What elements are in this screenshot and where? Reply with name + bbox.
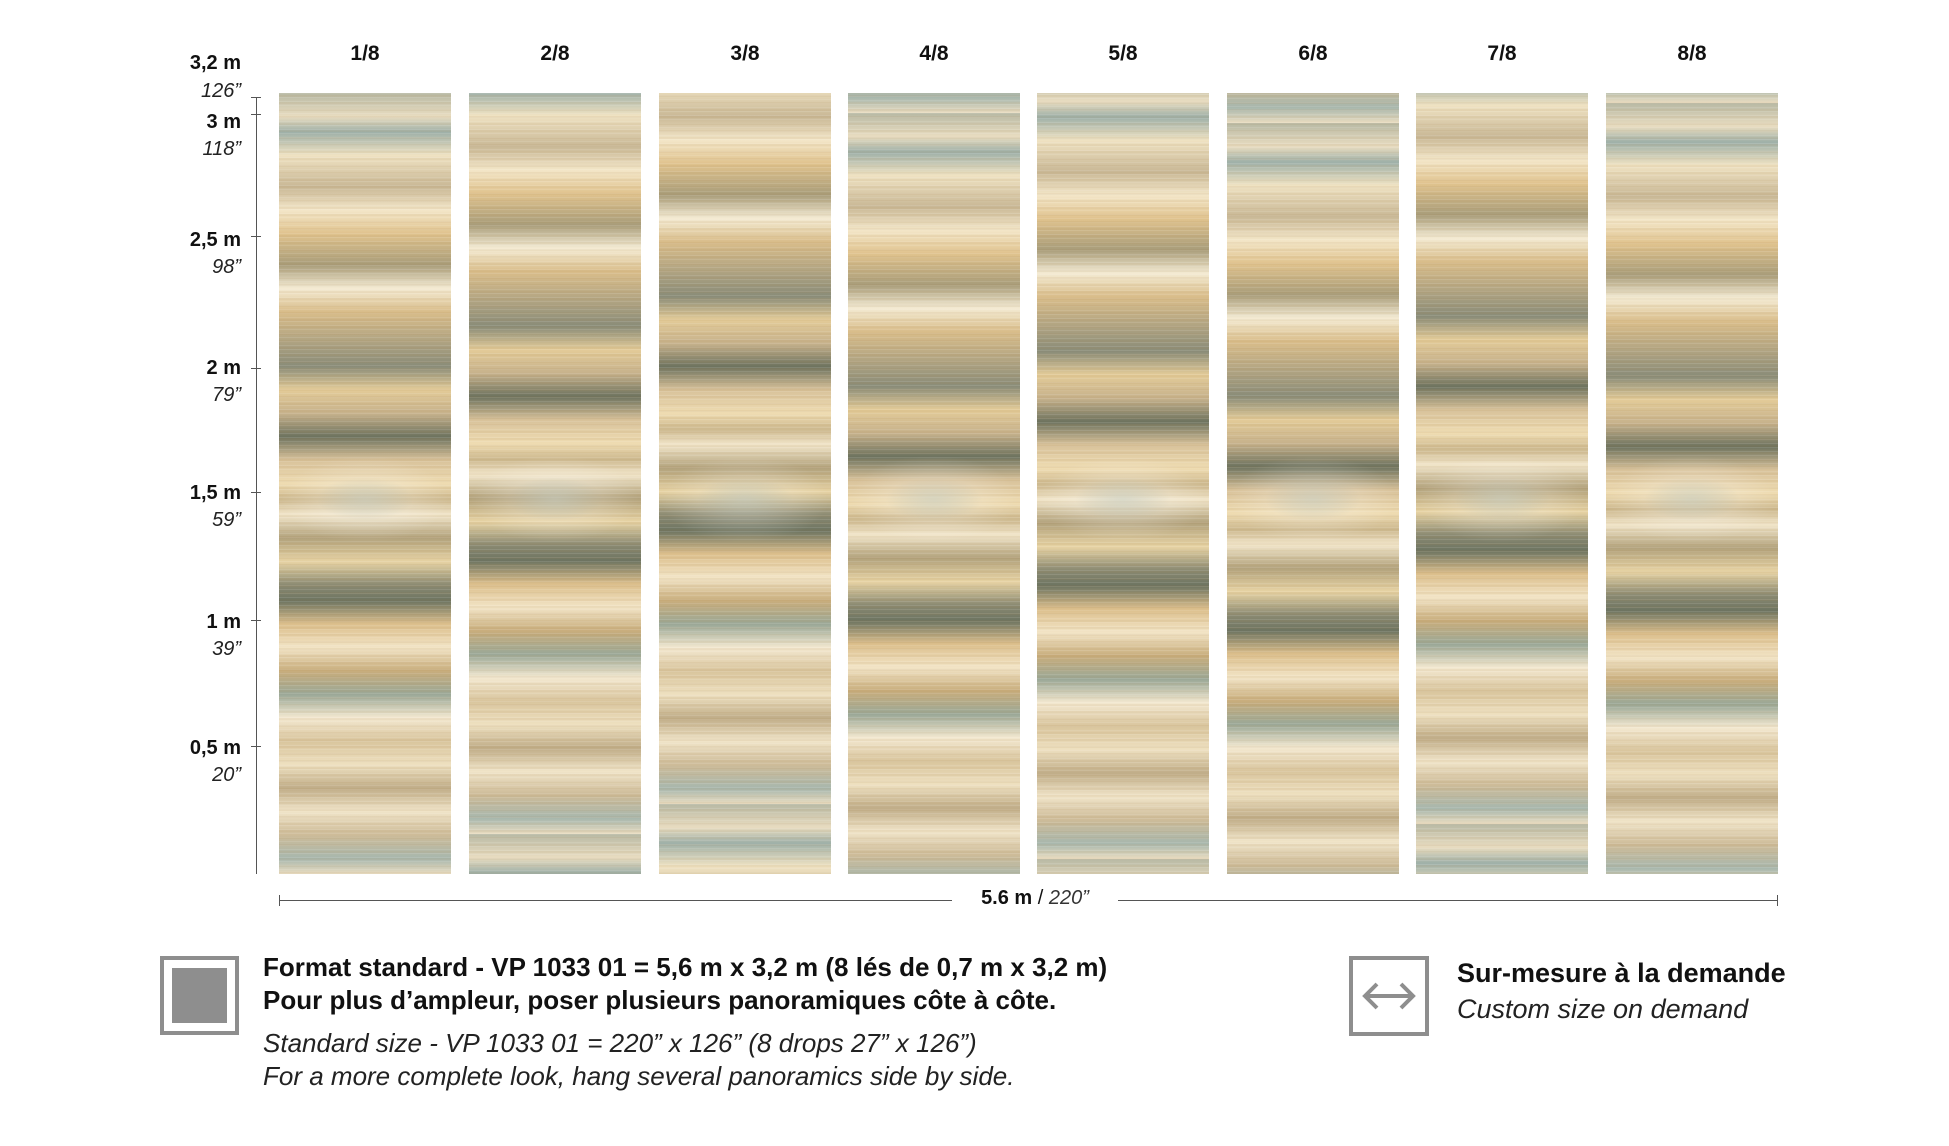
drop-panel-6 — [1227, 93, 1399, 874]
double-arrow-svg — [1362, 982, 1416, 1010]
height-label-imperial: 39” — [212, 638, 241, 660]
height-label-metric: 3 m — [206, 111, 241, 133]
standard-format-text: Format standard - VP 1033 01 = 5,6 m x 3… — [263, 951, 1163, 1093]
height-scale-line — [256, 97, 257, 874]
height-label-imperial: 98” — [212, 256, 241, 278]
drop-label-4: 4/8 — [919, 42, 949, 65]
width-line-right — [1118, 900, 1778, 901]
height-label-metric: 0,5 m — [189, 737, 241, 759]
drop-panel-2 — [469, 93, 641, 874]
height-tick — [251, 236, 261, 237]
width-separator: / — [1032, 887, 1049, 909]
drop-label-7: 7/8 — [1487, 42, 1517, 65]
drop-panel-4 — [848, 93, 1020, 874]
height-label-metric: 1 m — [206, 611, 241, 633]
height-label-metric: 1,5 m — [189, 482, 241, 504]
drop-label-8: 8/8 — [1677, 42, 1707, 65]
height-tick — [251, 114, 261, 115]
width-label: 5.6 m / 220” — [960, 887, 1110, 910]
square-swatch-icon — [160, 956, 239, 1035]
height-label-metric: 2,5 m — [189, 229, 241, 251]
width-tick-left — [279, 895, 280, 906]
width-tick-right — [1777, 895, 1778, 906]
drop-label-3: 3/8 — [730, 42, 760, 65]
height-label-imperial: 59” — [212, 509, 241, 531]
drop-panel-8 — [1606, 93, 1778, 874]
width-metric: 5.6 m — [981, 887, 1033, 909]
height-label-metric: 3,2 m — [189, 52, 241, 74]
standard-en-line1: Standard size - VP 1033 01 = 220” x 126”… — [263, 1028, 977, 1058]
drop-label-6: 6/8 — [1298, 42, 1328, 65]
height-tick — [251, 620, 261, 621]
height-tick — [251, 368, 261, 369]
double-arrow-icon — [1349, 956, 1429, 1036]
height-label-imperial: 118” — [202, 138, 241, 160]
height-tick — [251, 97, 261, 98]
drop-label-1: 1/8 — [350, 42, 380, 65]
height-label-imperial: 20” — [212, 764, 241, 786]
standard-fr-line1: Format standard - VP 1033 01 = 5,6 m x 3… — [263, 952, 1108, 982]
drop-panel-5 — [1037, 93, 1209, 874]
width-imperial: 220” — [1048, 887, 1089, 909]
custom-fr: Sur-mesure à la demande — [1457, 958, 1786, 988]
drop-label-2: 2/8 — [540, 42, 570, 65]
drop-panel-7 — [1416, 93, 1588, 874]
height-tick — [251, 492, 261, 493]
height-label-metric: 2 m — [206, 357, 241, 379]
standard-en-line2: For a more complete look, hang several p… — [263, 1061, 1015, 1091]
width-line-left — [279, 900, 952, 901]
drop-panel-3 — [659, 93, 831, 874]
height-label-imperial: 126” — [200, 80, 241, 102]
swatch-fill — [172, 968, 227, 1023]
custom-size-text: Sur-mesure à la demande Custom size on d… — [1457, 955, 1786, 1027]
standard-fr-line2: Pour plus d’ampleur, poser plusieurs pan… — [263, 985, 1057, 1015]
custom-en: Custom size on demand — [1457, 994, 1749, 1024]
drop-label-5: 5/8 — [1108, 42, 1138, 65]
height-label-imperial: 79” — [212, 384, 241, 406]
height-tick — [251, 746, 261, 747]
drop-panel-1 — [279, 93, 451, 874]
